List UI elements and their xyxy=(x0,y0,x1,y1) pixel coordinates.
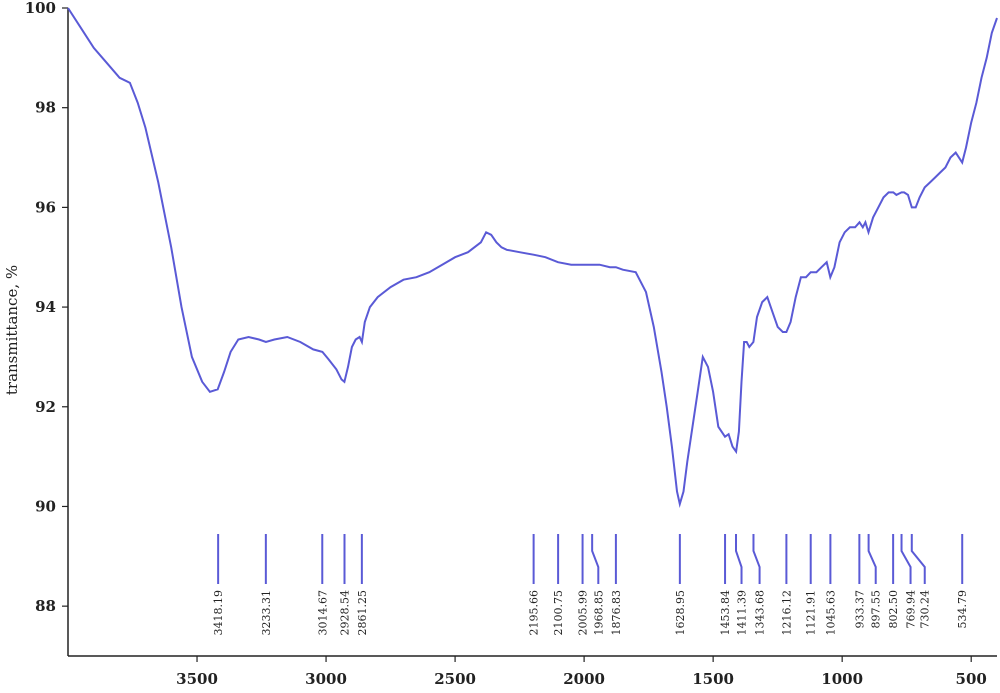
peak-label: 1121.91 xyxy=(805,590,818,636)
peak-markers: 3418.19 3233.31 3014.67 2928.54 2861.25 2195.… xyxy=(212,534,969,636)
y-tick-label: 100 xyxy=(25,0,56,17)
axes xyxy=(67,8,997,657)
peak-label: 1343.68 xyxy=(754,590,767,636)
x-tick-label: 500 xyxy=(956,670,987,688)
peak-label: 2100.75 xyxy=(552,590,565,636)
peak-label: 2928.54 xyxy=(338,590,351,636)
peak-label: 730.24 xyxy=(919,590,932,629)
peak-label: 2195.66 xyxy=(528,590,541,636)
x-tick-label: 3500 xyxy=(176,670,218,688)
peak-label: 3014.67 xyxy=(316,590,329,636)
y-tick-label: 92 xyxy=(35,398,56,416)
y-axis-ticks: 100 98 96 94 92 90 88 xyxy=(25,0,68,615)
y-tick-label: 90 xyxy=(35,497,56,515)
y-tick-label: 88 xyxy=(35,597,56,615)
peak-marker-line xyxy=(867,534,877,584)
peak-label: 1628.95 xyxy=(674,590,687,636)
x-tick-label: 3000 xyxy=(305,670,347,688)
x-tick-label: 2000 xyxy=(563,670,605,688)
y-axis-label: transmittance, % xyxy=(3,265,21,395)
x-tick-label: 1500 xyxy=(692,670,734,688)
peak-marker-line xyxy=(910,534,926,584)
peak-marker-line xyxy=(752,534,761,584)
peak-marker-line xyxy=(735,534,743,584)
peak-label: 1411.39 xyxy=(736,590,749,636)
peak-label: 3233.31 xyxy=(260,590,273,636)
x-axis-ticks: 3500 3000 2500 2000 1500 1000 500 xyxy=(176,656,987,688)
peak-label: 933.37 xyxy=(853,590,866,629)
peak-label: 897.55 xyxy=(870,590,883,629)
peak-label: 1045.63 xyxy=(824,590,837,636)
y-tick-label: 98 xyxy=(35,99,56,117)
peak-marker-line xyxy=(900,534,912,584)
peak-label: 1876.83 xyxy=(610,590,623,636)
peak-label: 2005.99 xyxy=(577,590,590,636)
peak-marker-line xyxy=(591,534,600,584)
transmittance-line xyxy=(67,7,998,508)
peak-label: 802.50 xyxy=(887,590,900,629)
y-tick-label: 94 xyxy=(35,298,56,316)
peak-label: 2861.25 xyxy=(356,590,369,636)
x-tick-label: 2500 xyxy=(434,670,476,688)
peak-label: 769.94 xyxy=(905,590,918,629)
peak-label: 534.79 xyxy=(956,590,969,629)
x-tick-label: 1000 xyxy=(821,670,863,688)
y-tick-label: 96 xyxy=(35,198,56,216)
peak-label: 1968.85 xyxy=(592,590,605,636)
peak-label: 1453.84 xyxy=(719,590,732,636)
peak-label: 1216.12 xyxy=(780,590,793,636)
peak-label: 3418.19 xyxy=(212,590,225,636)
